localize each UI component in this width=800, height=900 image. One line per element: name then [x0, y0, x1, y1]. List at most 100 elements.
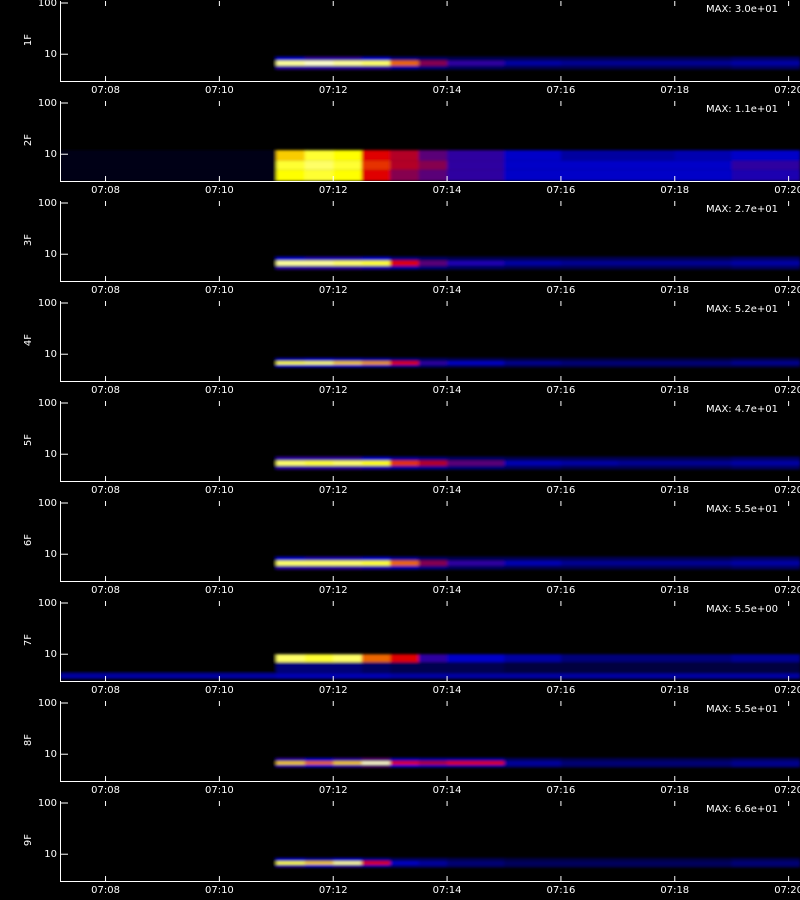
heatmap-cell — [276, 260, 306, 266]
x-tick-label: 07:14 — [433, 585, 462, 596]
heatmap-cell — [333, 556, 363, 561]
x-tick-label: 07:12 — [319, 785, 348, 796]
x-tick-label: 07:14 — [433, 885, 462, 896]
heatmap-cell — [304, 150, 334, 161]
heatmap-cell — [504, 260, 562, 266]
heatmap-cell — [276, 757, 306, 762]
heatmap-cell — [418, 265, 448, 270]
heatmap-cell — [276, 56, 306, 61]
heatmap-cell — [390, 864, 420, 868]
x-tick-label: 07:16 — [547, 885, 576, 896]
y-tick-label: 100 — [38, 198, 57, 209]
heatmap-cell — [560, 761, 619, 765]
heatmap-cell — [418, 565, 448, 570]
heatmap-cell — [674, 364, 733, 368]
heatmap-cell — [560, 357, 619, 362]
heatmap-cell — [304, 761, 334, 765]
heatmap-cells — [60, 757, 800, 768]
heatmap-cell — [60, 65, 277, 70]
heatmap-cell — [276, 465, 306, 470]
x-tick-label: 07:08 — [91, 485, 120, 496]
heatmap-cells — [60, 357, 800, 368]
heatmap-cell — [731, 861, 800, 865]
x-tick-label: 07:10 — [205, 85, 234, 96]
heatmap-cell — [560, 260, 619, 266]
heatmap-cell — [390, 757, 420, 762]
heatmap-cell — [731, 465, 800, 470]
heatmap-cell — [361, 565, 391, 570]
heatmap-cell — [304, 864, 334, 868]
heatmap-cell — [333, 364, 363, 368]
heatmap-cell — [674, 169, 733, 181]
heatmap-cell — [390, 150, 420, 161]
heatmap-cell — [617, 460, 676, 466]
heatmap-cell — [60, 864, 277, 868]
heatmap-cell — [418, 864, 448, 868]
heatmap-cell — [333, 673, 363, 679]
heatmap-cell — [617, 757, 676, 762]
heatmap-cell — [674, 56, 733, 61]
heatmap-cell — [276, 764, 306, 768]
heatmap-cell — [361, 357, 391, 362]
heatmap-cell — [304, 169, 334, 181]
heatmap-cell — [361, 260, 391, 266]
heatmap-cell — [504, 673, 562, 679]
heatmap-cell — [617, 364, 676, 368]
heatmap-cell — [447, 160, 505, 170]
heatmap-cell — [60, 764, 277, 768]
heatmap-cells — [60, 857, 800, 868]
heatmap-cell — [674, 864, 733, 868]
heatmap-cell — [390, 65, 420, 70]
x-tick-label: 07:20 — [774, 885, 800, 896]
heatmap-cell — [447, 357, 505, 362]
heatmap-cell — [617, 56, 676, 61]
heatmap-cell — [418, 357, 448, 362]
heatmap-cell — [304, 757, 334, 762]
x-tick-label: 07:14 — [433, 385, 462, 396]
x-tick-label: 07:14 — [433, 685, 462, 696]
heatmap-cell — [560, 456, 619, 461]
heatmap-cell — [504, 456, 562, 461]
heatmap-cell — [504, 764, 562, 768]
y-axis-label: 8F — [23, 734, 34, 746]
x-tick-label: 07:20 — [774, 485, 800, 496]
heatmap-cell — [361, 861, 391, 865]
heatmap-cell — [304, 260, 334, 266]
heatmap-cell — [504, 56, 562, 61]
x-tick-label: 07:18 — [660, 185, 689, 196]
heatmap-cell — [276, 460, 306, 466]
heatmap-cell — [560, 560, 619, 566]
heatmap-cell — [504, 465, 562, 470]
heatmap-cell — [333, 864, 363, 868]
heatmap-cell — [617, 456, 676, 461]
heatmap-cell — [447, 857, 505, 862]
heatmap-cell — [304, 364, 334, 368]
y-tick-label: 100 — [38, 798, 57, 809]
heatmap-cell — [418, 673, 448, 679]
heatmap-cell — [447, 60, 505, 66]
heatmap-cell — [361, 56, 391, 61]
heatmap-cell — [560, 673, 619, 679]
heatmap-cell — [60, 857, 277, 862]
x-tick-label: 07:08 — [91, 185, 120, 196]
y-tick-label: 100 — [38, 598, 57, 609]
heatmap-cell — [674, 673, 733, 679]
heatmap-cell — [617, 265, 676, 270]
heatmap-cell — [361, 673, 391, 679]
heatmap-cell — [617, 556, 676, 561]
heatmap-cell — [361, 465, 391, 470]
heatmap-cell — [60, 265, 277, 270]
heatmap-cell — [674, 560, 733, 566]
heatmap-cell — [560, 662, 619, 674]
x-tick-label: 07:16 — [547, 85, 576, 96]
heatmap-cell — [560, 764, 619, 768]
heatmap-cell — [304, 56, 334, 61]
heatmap-cell — [504, 757, 562, 762]
heatmap-cell — [560, 65, 619, 70]
heatmap-cell — [418, 857, 448, 862]
heatmap-cell — [617, 662, 676, 674]
heatmap-cell — [361, 556, 391, 561]
x-tick-label: 07:10 — [205, 485, 234, 496]
heatmap-cell — [333, 60, 363, 66]
